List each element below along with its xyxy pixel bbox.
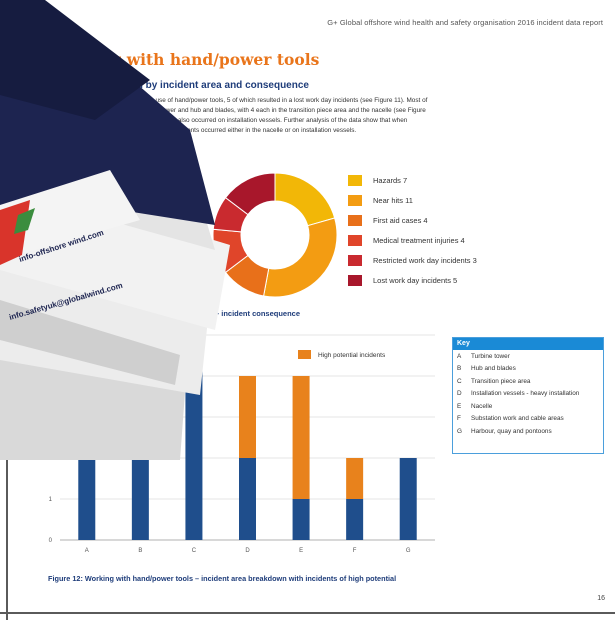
key-label: Substation work and cable areas — [471, 415, 564, 423]
legend-label: First aid cases 4 — [373, 215, 428, 225]
legend-item: Restricted work day incidents 3 — [348, 250, 477, 270]
key-label: Hub and blades — [471, 365, 516, 373]
legend-label: Near hits 11 — [373, 195, 413, 205]
key-item: C Transition piece area — [453, 375, 603, 388]
body-line: hand/power tools, the majority of high p… — [40, 127, 357, 134]
key-item: E Nacelle — [453, 400, 603, 413]
key-item: B Hub and blades — [453, 363, 603, 376]
x-tick-label: F — [353, 548, 357, 554]
body-line: 6, there were 34 incidents relating to t… — [40, 97, 428, 104]
key-header: Key — [453, 338, 603, 350]
brochure-page-edge — [0, 300, 180, 385]
key-item: D Installation vessels - heavy installati… — [453, 388, 603, 401]
bar-segment-high-potential — [346, 458, 364, 499]
legend-label: Medical treatment injuries 4 — [373, 235, 465, 245]
key-letter: G — [457, 427, 462, 435]
legend-label: Lost work day incidents 5 — [373, 275, 458, 285]
key-label: Harbour, quay and pontoons — [471, 427, 552, 435]
body-line: curred in the turbine (5 each in the tur… — [40, 107, 426, 114]
legend-label: Restricted work day incidents 3 — [373, 255, 477, 265]
key-item: F Substation work and cable areas — [453, 413, 603, 426]
legend-label: Hazards 7 — [373, 175, 408, 185]
brochure-page-white — [0, 170, 140, 260]
key-letter: B — [457, 365, 462, 373]
x-tick-label: E — [299, 548, 303, 554]
x-tick-label: B — [138, 548, 142, 554]
key-letter: C — [457, 377, 462, 385]
y-tick-label: 0 — [49, 538, 53, 544]
bar-segment-total — [292, 499, 310, 540]
key-label: Turbine tower — [471, 352, 510, 360]
key-label: Nacelle — [471, 402, 493, 410]
key-item: G Harbour, quay and pontoons — [453, 425, 603, 438]
donut-legend: Hazards 7 Near hits 11 First aid cases 4 Me… — [348, 170, 477, 290]
brochure-cover-shadow — [0, 0, 150, 120]
key-letter: E — [457, 402, 462, 410]
bar-segment-high-potential — [239, 376, 256, 458]
summary-heading: ummary – breakdown by incident area and … — [40, 80, 309, 91]
chart-caption-top: tools – incident consequence — [195, 309, 301, 318]
donut-slice — [263, 217, 338, 298]
bar-segment-total — [239, 458, 256, 540]
key-letter: D — [457, 390, 462, 398]
donut-slice — [224, 172, 276, 216]
report-header: G+ Global offshore wind health and safet… — [327, 18, 603, 27]
bar-segment-high-potential — [292, 376, 310, 499]
x-tick-label: A — [85, 548, 89, 554]
brochure-logo-green — [14, 208, 35, 234]
legend-item: Near hits 11 — [348, 190, 477, 210]
bar-legend-label: High potential incidents — [318, 352, 386, 359]
x-tick-label: G — [406, 548, 411, 554]
key-list: A Turbine tower B Hub and blades C Transition… — [453, 350, 603, 438]
legend-swatch — [348, 254, 362, 266]
area-key: Key A Turbine tower B Hub and blades C Transi… — [452, 337, 604, 454]
legend-item: Medical treatment injuries 4 — [348, 230, 477, 250]
legend-swatch — [348, 194, 362, 206]
bar-legend-swatch — [298, 350, 311, 359]
body-line: ide of the turbine and supporting infras… — [40, 117, 408, 124]
bar-segment-total — [346, 499, 364, 540]
key-item: A Turbine tower — [453, 350, 603, 363]
legend-swatch — [348, 234, 362, 246]
y-tick-label: 1 — [49, 497, 53, 503]
body-paragraph: 6, there were 34 incidents relating to t… — [40, 96, 600, 136]
key-letter: A — [457, 352, 462, 360]
x-tick-label: C — [192, 548, 197, 554]
x-tick-label: D — [245, 548, 250, 554]
key-letter: F — [457, 415, 461, 423]
page-bottom-edge — [0, 612, 615, 614]
brochure-stack-overlay: info-offshore wind.com info.safetyuk@glo… — [0, 0, 230, 460]
legend-item: Lost work day incidents 5 — [348, 270, 477, 290]
legend-swatch — [348, 274, 362, 286]
legend-item: First aid cases 4 — [348, 210, 477, 230]
key-label: Transition piece area — [471, 377, 531, 385]
bar-segment-total — [399, 458, 417, 540]
page-number: 16 — [597, 595, 605, 602]
key-label: Installation vessels - heavy installatio… — [471, 390, 580, 398]
legend-item: Hazards 7 — [348, 170, 477, 190]
legend-swatch — [348, 214, 362, 226]
legend-swatch — [348, 174, 362, 186]
figure-caption: Figure 12: Working with hand/power tools… — [48, 574, 397, 583]
